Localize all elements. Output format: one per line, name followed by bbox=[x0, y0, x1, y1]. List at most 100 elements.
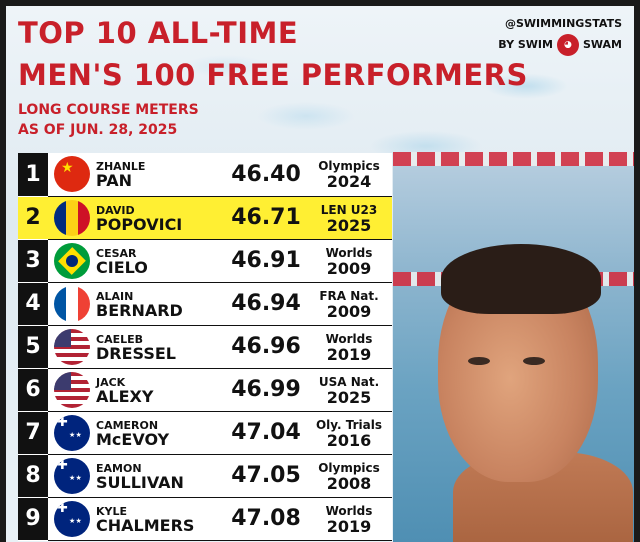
last-name: DRESSEL bbox=[96, 343, 176, 363]
meet-name: Worlds bbox=[325, 331, 373, 346]
flag-cell bbox=[48, 454, 96, 498]
rank-number: 2 bbox=[18, 196, 48, 240]
swim-time: 46.94 bbox=[226, 282, 306, 326]
first-name: KYLE bbox=[96, 504, 128, 518]
flag-cell bbox=[48, 196, 96, 240]
swimmer-photo bbox=[393, 152, 634, 542]
swim-time: 46.91 bbox=[226, 239, 306, 283]
swim-time: 46.40 bbox=[226, 153, 306, 197]
meet-year: 2019 bbox=[326, 516, 372, 536]
usa-flag-icon bbox=[54, 371, 90, 408]
brand-name: SWAM bbox=[582, 38, 622, 51]
meet-year: 2025 bbox=[326, 387, 372, 407]
rank-number: 4 bbox=[18, 282, 48, 326]
flag-cell bbox=[48, 153, 96, 197]
swimswam-logo-icon: ◕ bbox=[556, 34, 579, 56]
australia-flag-icon bbox=[54, 457, 90, 494]
rank-number: 1 bbox=[18, 153, 48, 197]
first-name: CAMERON bbox=[96, 418, 159, 432]
rank-number: 3 bbox=[18, 239, 48, 283]
flag-cell bbox=[48, 325, 96, 369]
flag-cell bbox=[48, 368, 96, 412]
meet-name: Olympics bbox=[318, 460, 380, 475]
meet-info: Oly. Trials 2016 bbox=[306, 411, 392, 455]
rank-number: 5 bbox=[18, 325, 48, 369]
swimmer-hair bbox=[441, 244, 601, 314]
meet-name: Oly. Trials bbox=[315, 417, 383, 432]
brand-handle: @SWIMMINGSTATS bbox=[504, 17, 622, 30]
last-name: POPOVICI bbox=[96, 214, 183, 234]
swim-time: 47.05 bbox=[226, 454, 306, 498]
table-row: 2 DAVID POPOVICI 46.71 LEN U23 2025 bbox=[18, 196, 392, 240]
table-row: 6 JACK ALEXY 46.99 USA Nat. 2025 bbox=[18, 368, 392, 412]
meet-year: 2025 bbox=[326, 215, 372, 235]
swimmer-eye bbox=[468, 357, 490, 365]
meet-year: 2024 bbox=[326, 172, 372, 192]
romania-flag-icon bbox=[54, 199, 90, 236]
meet-info: Worlds 2019 bbox=[306, 325, 392, 369]
flag-cell bbox=[48, 239, 96, 283]
last-name: SULLIVAN bbox=[96, 472, 184, 492]
meet-info: LEN U23 2025 bbox=[306, 196, 392, 240]
meet-info: USA Nat. 2025 bbox=[306, 368, 392, 412]
swim-time: 47.08 bbox=[226, 497, 306, 541]
meet-info: Olympics 2008 bbox=[306, 454, 392, 498]
usa-flag-icon bbox=[54, 328, 90, 365]
swim-time: 46.99 bbox=[226, 368, 306, 412]
meet-year: 2009 bbox=[326, 301, 372, 321]
meet-info: Worlds 2019 bbox=[306, 497, 392, 541]
swimmer-name: CAELEB DRESSEL bbox=[96, 325, 226, 369]
swimmer-name: ZHANLE PAN bbox=[96, 153, 226, 197]
rank-number: 9 bbox=[18, 497, 48, 541]
swim-time: 46.71 bbox=[226, 196, 306, 240]
last-name: CHALMERS bbox=[96, 515, 195, 535]
meet-info: FRA Nat. 2009 bbox=[306, 282, 392, 326]
title-line-2: MEN'S 100 FREE PERFORMERS bbox=[18, 58, 528, 92]
china-flag-icon bbox=[54, 156, 90, 193]
lane-rope bbox=[393, 152, 634, 166]
australia-flag-icon bbox=[54, 414, 90, 451]
rank-number: 6 bbox=[18, 368, 48, 412]
last-name: BERNARD bbox=[96, 300, 183, 320]
meet-year: 2009 bbox=[326, 258, 372, 278]
swimmer-name: ALAIN BERNARD bbox=[96, 282, 226, 326]
table-row: 5 CAELEB DRESSEL 46.96 Worlds 2019 bbox=[18, 325, 392, 369]
swimmer-name: DAVID POPOVICI bbox=[96, 196, 226, 240]
brand-block: @SWIMMINGSTATS BY SWIM ◕ SWAM bbox=[498, 14, 622, 56]
last-name: ALEXY bbox=[96, 386, 154, 406]
meet-name: Worlds bbox=[325, 245, 373, 260]
meet-year: 2016 bbox=[326, 430, 372, 450]
meet-name: USA Nat. bbox=[318, 374, 380, 389]
france-flag-icon bbox=[54, 285, 90, 322]
meet-name: Worlds bbox=[325, 503, 373, 518]
swimmer-name: CAMERON McEVOY bbox=[96, 411, 226, 455]
first-name: ALAIN bbox=[96, 289, 134, 303]
meet-info: Olympics 2024 bbox=[306, 153, 392, 197]
first-name: CAELEB bbox=[96, 332, 144, 346]
meet-info: Worlds 2009 bbox=[306, 239, 392, 283]
meet-name: LEN U23 bbox=[320, 202, 378, 217]
rank-number: 8 bbox=[18, 454, 48, 498]
infographic: TOP 10 ALL-TIME MEN'S 100 FREE PERFORMER… bbox=[6, 6, 634, 542]
last-name: McEVOY bbox=[96, 429, 170, 449]
brazil-flag-icon bbox=[54, 242, 90, 279]
flag-cell bbox=[48, 411, 96, 455]
table-row: 4 ALAIN BERNARD 46.94 FRA Nat. 2009 bbox=[18, 282, 392, 326]
swimmer-name: EAMON SULLIVAN bbox=[96, 454, 226, 498]
first-name: CESAR bbox=[96, 246, 137, 260]
brand-by: BY SWIM bbox=[498, 38, 553, 51]
meet-year: 2019 bbox=[326, 344, 372, 364]
first-name: ZHANLE bbox=[96, 160, 146, 174]
subtitle-date: AS OF JUN. 28, 2025 bbox=[18, 122, 178, 138]
last-name: CIELO bbox=[96, 257, 148, 277]
swim-time: 46.96 bbox=[226, 325, 306, 369]
first-name: JACK bbox=[96, 375, 126, 389]
last-name: PAN bbox=[96, 171, 133, 191]
meet-year: 2008 bbox=[326, 473, 372, 493]
flag-cell bbox=[48, 282, 96, 326]
swimmer-name: CESAR CIELO bbox=[96, 239, 226, 283]
meet-name: FRA Nat. bbox=[319, 288, 379, 303]
